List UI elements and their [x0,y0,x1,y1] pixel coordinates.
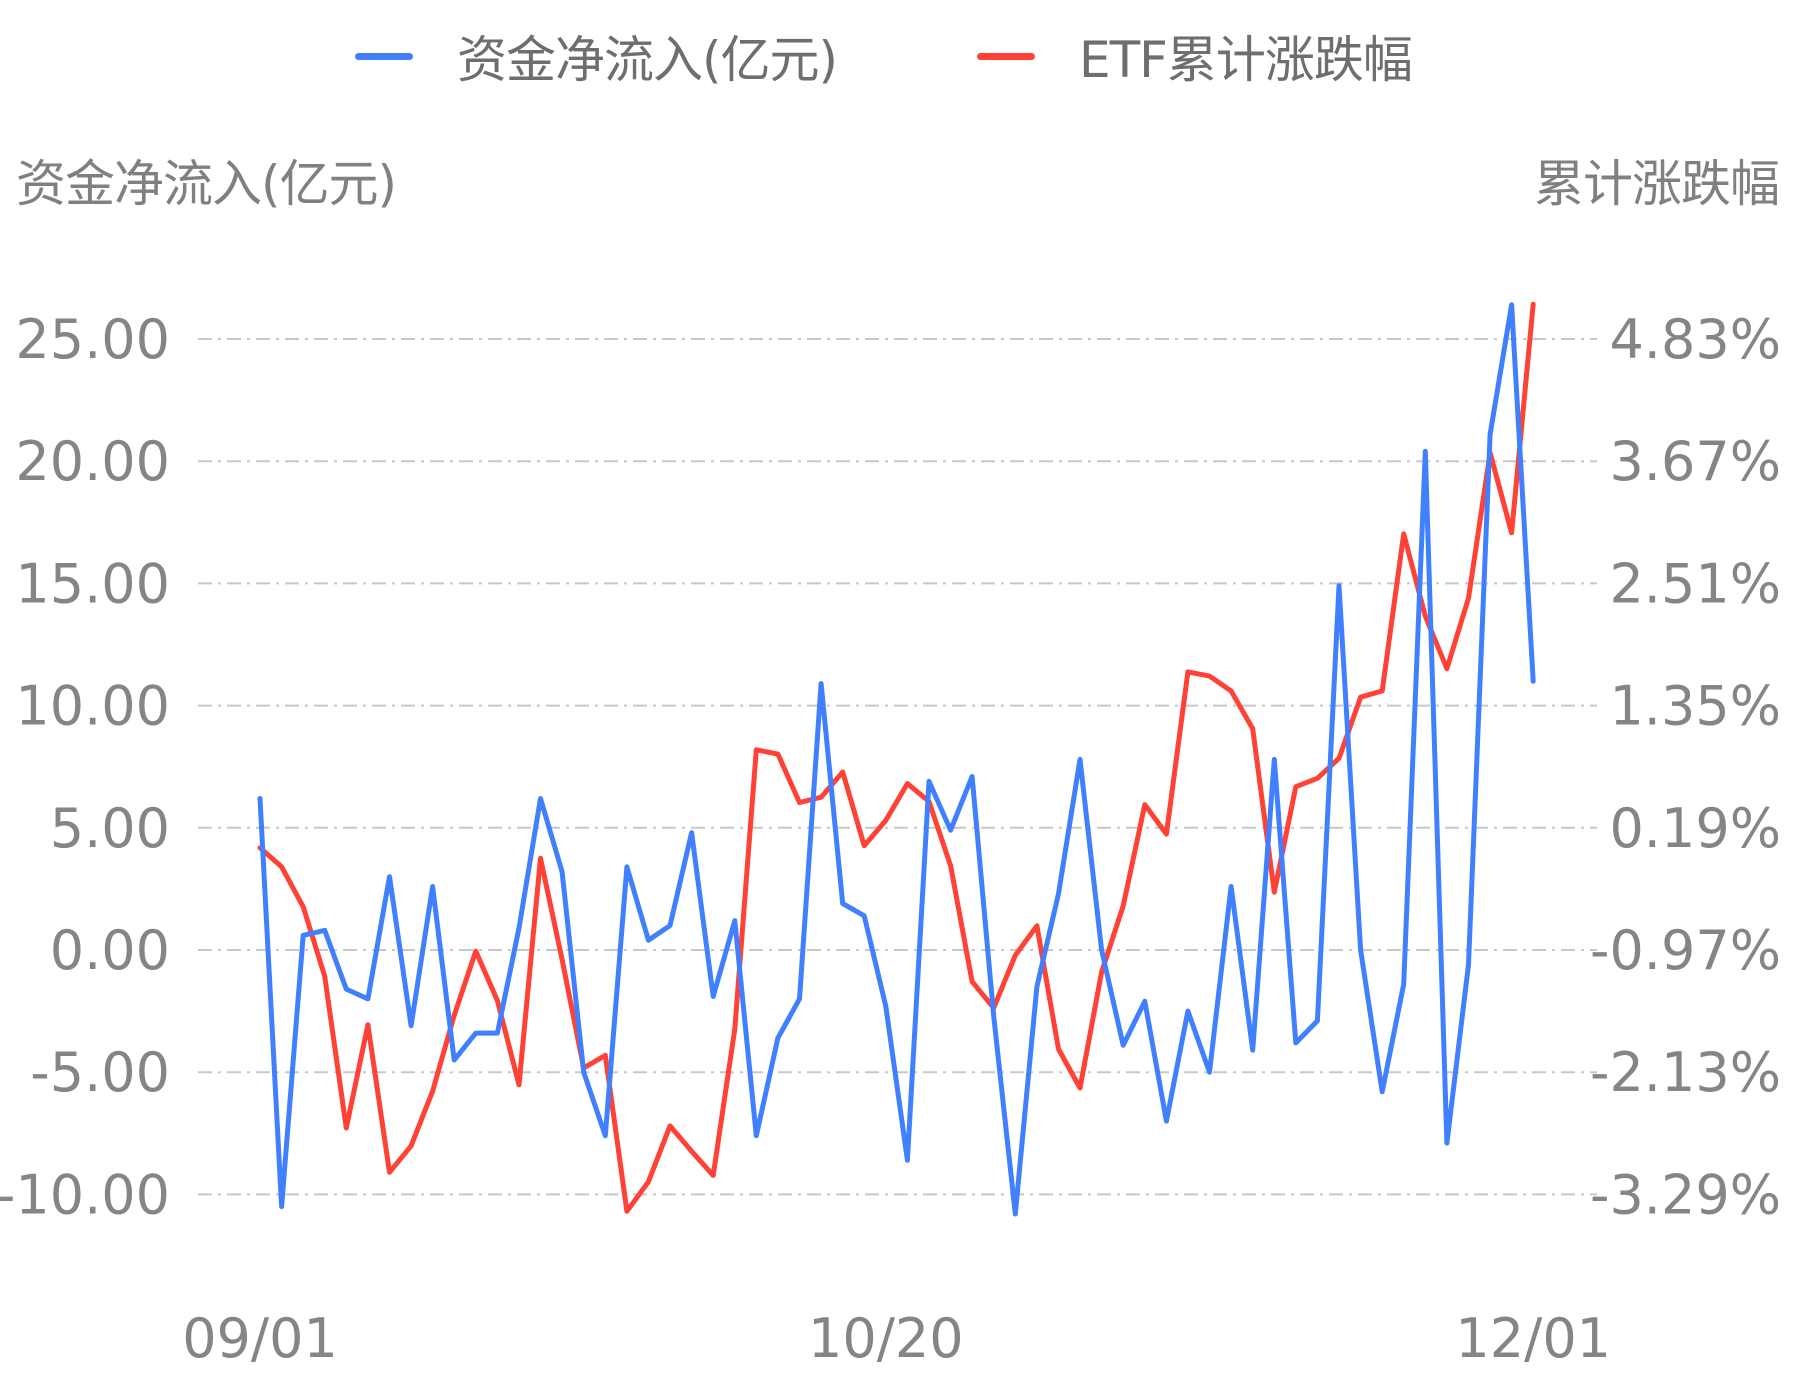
right-tick-label: 4.83% [1609,308,1781,371]
right-tick-label: -0.97% [1590,919,1781,982]
right-axis-title: 累计涨跌幅 [1534,155,1780,213]
left-tick-label: 25.00 [15,308,170,371]
left-tick-label: 10.00 [15,675,170,738]
right-tick-label: 2.51% [1609,552,1781,615]
right-tick-label: 3.67% [1609,430,1781,493]
left-tick-label: 0.00 [50,919,170,982]
legend-label-cumulative: ETF累计涨跌幅 [1079,31,1413,89]
right-tick-label: -2.13% [1590,1041,1781,1104]
left-axis-ticks: 25.00 20.00 15.00 10.00 5.00 0.00 -5.00 -10.00 [0,308,170,1226]
left-tick-label: 20.00 [15,430,170,493]
legend-swatch-inflow-icon [355,52,413,60]
right-tick-label: 0.19% [1609,797,1781,860]
right-tick-label: 1.35% [1609,675,1781,738]
legend-label-inflow: 资金净流入(亿元) [457,31,838,89]
x-tick-label: 12/01 [1455,1307,1611,1370]
legend-swatch-cumulative-icon [977,52,1035,60]
x-tick-label: 09/01 [182,1307,338,1370]
gridlines [198,338,1597,1196]
x-tick-label: 10/20 [808,1307,964,1370]
legend-item-cumulative[interactable]: ETF累计涨跌幅 [977,20,1413,92]
right-tick-label: -3.29% [1590,1163,1781,1226]
left-tick-label: -10.00 [0,1163,170,1226]
right-axis-ticks: 4.83% 3.67% 2.51% 1.35% 0.19% -0.97% -2.13% -3.… [1590,308,1781,1226]
legend-item-inflow[interactable]: 资金净流入(亿元) [355,20,838,92]
series-line-cumulative [257,301,1536,1214]
left-tick-label: 5.00 [50,797,170,860]
left-axis-title: 资金净流入(亿元) [16,155,397,213]
left-tick-label: -5.00 [30,1041,170,1104]
x-axis-ticks: 09/01 10/20 12/01 [182,1307,1611,1370]
series-line-inflow [257,302,1536,1217]
left-tick-label: 15.00 [15,552,170,615]
